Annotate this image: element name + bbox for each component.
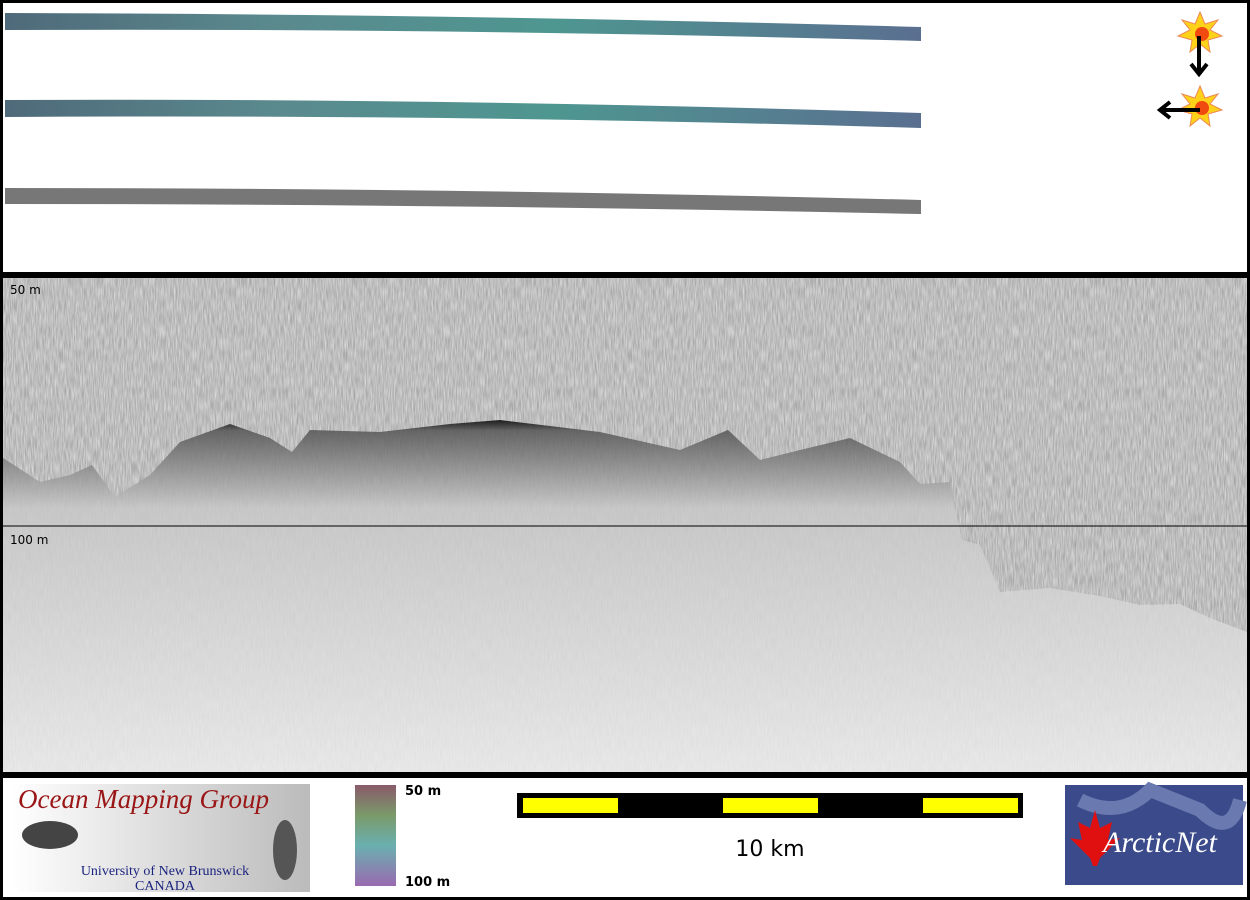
colorbar-label: 100 m — [405, 875, 450, 890]
track-panel — [3, 3, 1247, 272]
university: University of New Brunswick — [81, 864, 249, 879]
scale-bar — [517, 793, 1023, 818]
logo-art — [1076, 781, 1247, 830]
depth-label: 100 m — [10, 533, 48, 547]
maple-leaf — [1070, 810, 1120, 866]
depth-label: 50 m — [10, 283, 41, 297]
sun-icons — [1156, 10, 1224, 128]
country: CANADA — [135, 879, 196, 894]
organization: Ocean Mapping Group — [18, 784, 269, 814]
backscatter-strip — [5, 13, 921, 41]
scale-label: 10 km — [735, 837, 804, 862]
grayscale-strip — [5, 188, 921, 214]
logo-art — [22, 821, 78, 849]
seabed-echo — [3, 420, 1247, 772]
colorbar — [355, 785, 396, 886]
logo-art — [273, 820, 297, 880]
backscatter-strip — [5, 99, 921, 128]
colorbar-label: 50 m — [405, 784, 441, 799]
partner: ArcticNet — [1101, 826, 1218, 859]
